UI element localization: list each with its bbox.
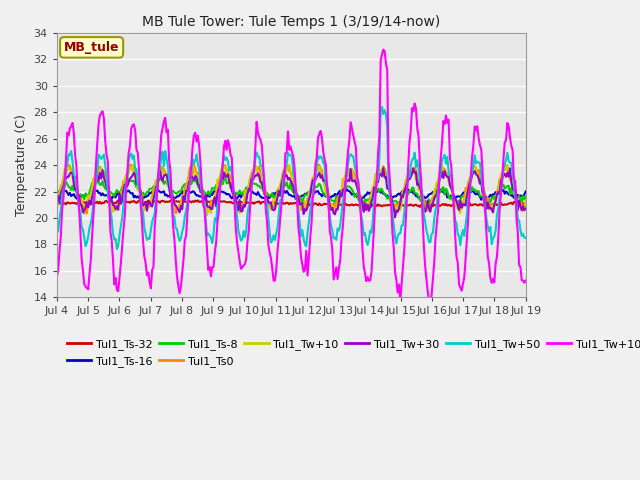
Tul1_Tw+30 <box>111 203 118 208</box>
Tul1_Tw+10 <box>193 172 200 178</box>
Tul1_Ts-16 <box>169 198 177 204</box>
Tul1_Tw+50 <box>113 246 121 252</box>
Line: Tul1_Tw+50: Tul1_Tw+50 <box>57 107 525 249</box>
Tul1_Tw+10 <box>53 206 61 212</box>
Tul1_Ts-32 <box>416 204 424 210</box>
Tul1_Ts-16 <box>522 189 529 194</box>
Tul1_Tw+30 <box>258 180 266 185</box>
Text: MB_tule: MB_tule <box>64 41 120 54</box>
Tul1_Ts0 <box>81 211 88 216</box>
Tul1_Tw+50 <box>259 171 267 177</box>
Tul1_Ts0 <box>522 201 529 207</box>
Tul1_Ts-32 <box>499 202 506 208</box>
Tul1_Tw+30 <box>391 215 399 220</box>
Tul1_Tw+100 <box>53 273 61 279</box>
Tul1_Ts-8 <box>193 180 200 185</box>
Tul1_Tw+30 <box>499 175 506 181</box>
Tul1_Tw+10 <box>111 204 118 209</box>
Tul1_Tw+50 <box>378 104 386 110</box>
Tul1_Ts-8 <box>209 185 216 191</box>
Tul1_Tw+100 <box>193 139 200 144</box>
Tul1_Ts0 <box>218 169 225 175</box>
Tul1_Tw+30 <box>216 182 224 188</box>
Tul1_Ts-16 <box>194 192 202 198</box>
Tul1_Tw+50 <box>522 235 529 240</box>
Tul1_Ts0 <box>210 201 218 206</box>
Tul1_Ts0 <box>259 178 267 183</box>
Line: Tul1_Ts-32: Tul1_Ts-32 <box>57 200 525 207</box>
Tul1_Ts-8 <box>53 195 61 201</box>
Tul1_Ts-32 <box>111 200 118 206</box>
Title: MB Tule Tower: Tule Temps 1 (3/19/14-now): MB Tule Tower: Tule Temps 1 (3/19/14-now… <box>142 15 440 29</box>
Tul1_Tw+10 <box>522 198 529 204</box>
Tul1_Tw+100 <box>499 176 506 182</box>
Tul1_Ts-8 <box>259 187 267 193</box>
Tul1_Ts-16 <box>259 195 267 201</box>
Tul1_Tw+100 <box>522 277 529 283</box>
Tul1_Tw+50 <box>499 180 506 185</box>
Tul1_Ts-16 <box>111 193 118 199</box>
Tul1_Tw+30 <box>380 165 387 171</box>
Tul1_Ts-16 <box>210 189 218 195</box>
Tul1_Tw+10 <box>499 171 506 177</box>
Tul1_Ts-16 <box>343 186 351 192</box>
Legend: Tul1_Ts-32, Tul1_Ts-16, Tul1_Ts-8, Tul1_Ts0, Tul1_Tw+10, Tul1_Tw+30, Tul1_Tw+50,: Tul1_Ts-32, Tul1_Ts-16, Tul1_Ts-8, Tul1_… <box>62 335 640 371</box>
Tul1_Ts-16 <box>53 190 61 195</box>
Tul1_Tw+10 <box>259 184 267 190</box>
Tul1_Tw+10 <box>285 162 293 168</box>
Tul1_Ts-8 <box>499 183 506 189</box>
Tul1_Tw+100 <box>380 47 387 52</box>
Tul1_Ts-16 <box>499 188 506 193</box>
Tul1_Ts0 <box>497 174 505 180</box>
Tul1_Ts-32 <box>210 199 218 205</box>
Tul1_Tw+100 <box>111 281 118 287</box>
Line: Tul1_Ts-16: Tul1_Ts-16 <box>57 189 525 201</box>
Line: Tul1_Ts-8: Tul1_Ts-8 <box>57 178 525 204</box>
Line: Tul1_Ts0: Tul1_Ts0 <box>57 163 525 214</box>
Tul1_Tw+10 <box>210 198 218 204</box>
Tul1_Tw+30 <box>53 199 61 205</box>
Tul1_Ts-32 <box>218 199 225 204</box>
Tul1_Ts-8 <box>522 194 529 200</box>
Tul1_Ts-32 <box>522 201 529 207</box>
Line: Tul1_Tw+10: Tul1_Tw+10 <box>57 165 525 215</box>
Tul1_Tw+100 <box>209 264 216 270</box>
Tul1_Ts-8 <box>221 175 229 180</box>
Line: Tul1_Tw+100: Tul1_Tw+100 <box>57 49 525 308</box>
Tul1_Ts-32 <box>194 198 202 204</box>
Tul1_Ts0 <box>53 202 61 208</box>
Tul1_Tw+100 <box>426 305 434 311</box>
Tul1_Tw+30 <box>522 206 529 212</box>
Tul1_Tw+50 <box>194 161 202 167</box>
Tul1_Ts-32 <box>179 197 186 203</box>
Tul1_Ts-16 <box>218 189 225 194</box>
Tul1_Tw+30 <box>193 175 200 180</box>
Tul1_Tw+100 <box>216 184 224 190</box>
Tul1_Tw+50 <box>218 174 225 180</box>
Y-axis label: Temperature (C): Temperature (C) <box>15 114 28 216</box>
Line: Tul1_Tw+30: Tul1_Tw+30 <box>57 168 525 217</box>
Tul1_Ts0 <box>112 204 120 209</box>
Tul1_Tw+50 <box>53 229 61 235</box>
Tul1_Tw+50 <box>111 237 118 242</box>
Tul1_Tw+10 <box>218 166 225 171</box>
Tul1_Tw+30 <box>209 206 216 212</box>
Tul1_Ts0 <box>501 160 509 166</box>
Tul1_Tw+10 <box>203 212 211 218</box>
Tul1_Ts-32 <box>259 199 267 205</box>
Tul1_Ts-8 <box>111 193 118 199</box>
Tul1_Ts0 <box>194 169 202 175</box>
Tul1_Ts-32 <box>53 200 61 205</box>
Tul1_Tw+50 <box>210 231 218 237</box>
Tul1_Ts-8 <box>420 201 428 207</box>
Tul1_Ts-8 <box>216 176 224 182</box>
Tul1_Tw+100 <box>258 143 266 148</box>
